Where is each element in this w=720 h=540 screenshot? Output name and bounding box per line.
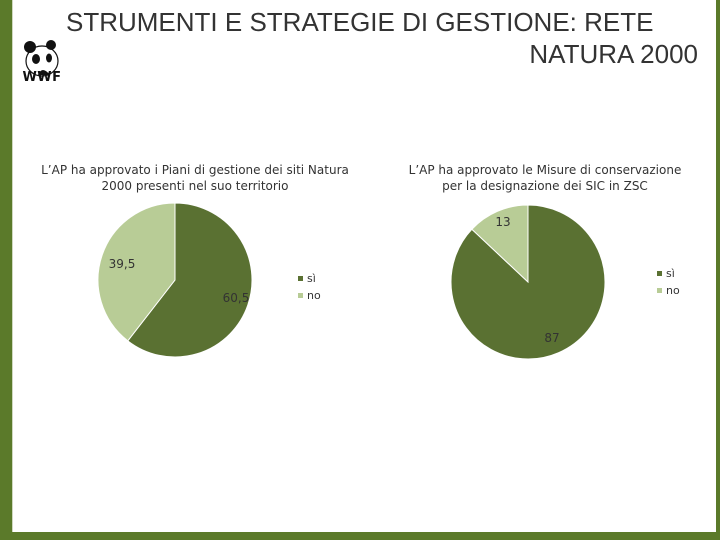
chart-1-data-label-si: 60,5 xyxy=(223,291,250,305)
bottom-frame-bar xyxy=(0,532,720,540)
chart-2-slice-si xyxy=(450,204,606,360)
chart-2-legend-label-si: sì xyxy=(666,267,675,280)
chart-1-title-line-1: L’AP ha approvato i Piani di gestione de… xyxy=(41,163,349,177)
chart-2-legend-swatch-si xyxy=(657,271,662,276)
chart-2-slice-no xyxy=(471,204,529,284)
wwf-logo-text: WWF xyxy=(22,70,62,85)
slide-title: STRUMENTI E STRATEGIE DI GESTIONE: RETE … xyxy=(60,6,698,70)
chart-2-title-line-1: L’AP ha approvato le Misure di conservaz… xyxy=(409,163,682,177)
left-frame-bar xyxy=(0,0,12,540)
chart-2-legend-swatch-no xyxy=(657,288,662,293)
chart-1-legend-label-si: sì xyxy=(307,272,316,285)
chart-2-data-label-si: 87 xyxy=(544,331,559,345)
chart-1-legend-label-no: no xyxy=(307,289,321,302)
chart-2-title-line-2: per la designazione dei SIC in ZSC xyxy=(442,179,648,193)
right-frame-bar xyxy=(716,0,720,540)
chart-1-title-line-2: 2000 presenti nel suo territorio xyxy=(101,179,288,193)
chart-1-slice-si xyxy=(127,202,253,358)
left-frame-line xyxy=(12,0,13,540)
slide-title-line2: NATURA 2000 xyxy=(529,39,698,69)
slide-title-line1: STRUMENTI E STRATEGIE DI GESTIONE: RETE xyxy=(66,7,654,37)
chart-1-data-label-no: 39,5 xyxy=(109,257,136,271)
chart-2-data-label-no: 13 xyxy=(495,215,510,229)
chart-1-legend-swatch-si xyxy=(298,276,303,281)
chart-2-legend-label-no: no xyxy=(666,284,680,297)
chart-1-legend-swatch-no xyxy=(298,293,303,298)
panda-logo-icon xyxy=(24,40,59,77)
chart-1-slice-no xyxy=(97,202,176,342)
